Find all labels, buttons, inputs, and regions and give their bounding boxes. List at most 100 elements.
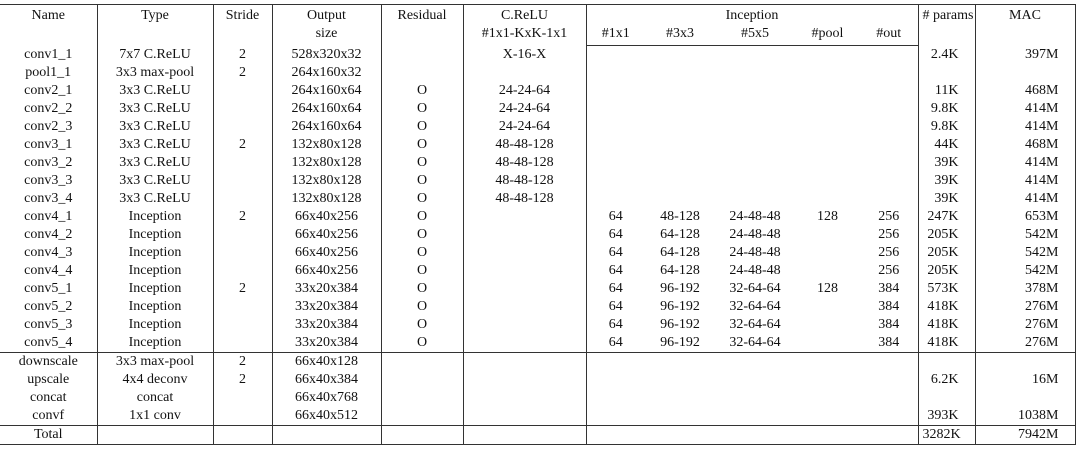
table-row: pool1_1 3x3 max-pool 2 264x160x32 xyxy=(0,64,1076,82)
table-cell: 205K xyxy=(918,262,976,280)
table-cell: 264x160x32 xyxy=(272,64,382,82)
table-cell: 2 xyxy=(213,45,273,64)
table-row: downscale 3x3 max-pool 2 66x40x128 xyxy=(0,352,1076,372)
column-header: # params xyxy=(918,4,976,46)
table-row: conv3_1 3x3 C.ReLU 2 132x80x128 O 48-48-128 44… xyxy=(0,136,1076,154)
table-cell xyxy=(645,371,715,389)
table-cell xyxy=(463,280,587,298)
table-cell xyxy=(213,244,273,262)
table-cell xyxy=(715,371,795,389)
sub-header: #1x1 xyxy=(586,25,645,46)
table-cell: 132x80x128 xyxy=(272,136,382,154)
table-cell: 384 xyxy=(860,280,919,298)
table-row: upscale 4x4 deconv 2 66x40x384 6.2K 16M xyxy=(0,371,1076,389)
table-cell: 2 xyxy=(213,64,273,82)
table-cell xyxy=(213,389,273,407)
table-cell: 3x3 C.ReLU xyxy=(97,136,214,154)
table-cell: 64-128 xyxy=(660,245,700,260)
architecture-table: Name Type Stride Output size Residual C.ReLU #1… xyxy=(0,4,1076,445)
column-header: Stride xyxy=(213,4,273,46)
table-cell: 542M xyxy=(975,226,1076,244)
table-cell xyxy=(213,154,273,172)
table-cell: 66x40x384 xyxy=(272,371,382,389)
table-row: conv1_1 7x7 C.ReLU 2 528x320x32 X-16-X 2.4K 39… xyxy=(0,45,1076,65)
table-cell xyxy=(795,172,860,190)
table-cell xyxy=(645,46,715,65)
table-cell xyxy=(586,82,645,100)
table-cell xyxy=(795,190,860,208)
table-cell: 418K xyxy=(918,316,976,334)
table-cell xyxy=(586,353,645,372)
table-cell: 96-192 xyxy=(660,299,700,314)
table-cell: 3x3 max-pool xyxy=(97,64,214,82)
table-cell xyxy=(715,136,795,154)
table-cell xyxy=(213,425,273,445)
table-cell: 6.2K xyxy=(918,371,976,389)
table-cell xyxy=(463,244,587,262)
table-row: conv5_3 Inception 33x20x384 O 64 96-192 32-64-… xyxy=(0,316,1076,334)
table-cell: conv3_4 xyxy=(0,190,98,208)
header-line: Output xyxy=(307,8,346,23)
table-cell xyxy=(715,353,795,372)
table-cell: Inception xyxy=(97,298,214,316)
table-cell xyxy=(213,118,273,136)
table-cell: 132x80x128 xyxy=(272,154,382,172)
table-cell: 276M xyxy=(975,334,1076,353)
table-cell: 2 xyxy=(213,136,273,154)
table-cell: 66x40x128 xyxy=(272,352,382,371)
table-cell xyxy=(860,100,919,118)
table-cell xyxy=(463,64,587,82)
table-cell: 24-24-64 xyxy=(463,82,587,100)
table-cell xyxy=(213,82,273,100)
table-row: conv3_2 3x3 C.ReLU 132x80x128 O 48-48-128 39K… xyxy=(0,154,1076,172)
table-cell: conv5_1 xyxy=(0,280,98,298)
group-header: Inception xyxy=(586,4,919,25)
table-cell xyxy=(213,172,273,190)
table-cell xyxy=(860,407,919,426)
table-cell: 64 xyxy=(608,263,623,278)
table-cell: 247K xyxy=(918,208,976,226)
table-cell: O xyxy=(381,334,464,353)
table-cell: 64 xyxy=(586,334,645,353)
table-cell: conv4_3 xyxy=(0,244,98,262)
table-cell xyxy=(715,190,795,208)
table-cell xyxy=(645,118,715,136)
table-cell xyxy=(795,353,860,372)
table-cell: 33x20x384 xyxy=(272,316,382,334)
table-cell xyxy=(213,316,273,334)
table-cell: Total xyxy=(0,425,98,445)
table-cell: 64 xyxy=(608,281,623,296)
table-cell xyxy=(381,371,464,389)
table-cell: 64 xyxy=(608,317,623,332)
table-cell xyxy=(586,64,645,82)
table-cell xyxy=(975,352,1076,371)
table-cell: 96-192 xyxy=(660,281,700,296)
table-cell xyxy=(715,82,795,100)
table-cell: 33x20x384 xyxy=(272,298,382,316)
table-cell xyxy=(381,64,464,82)
table-cell: 7x7 C.ReLU xyxy=(97,45,214,64)
table-cell: O xyxy=(381,118,464,136)
table-cell: 39K xyxy=(918,172,976,190)
table-cell xyxy=(715,118,795,136)
table-cell: 3x3 C.ReLU xyxy=(97,172,214,190)
table-cell xyxy=(795,316,860,334)
table-cell xyxy=(860,371,919,389)
table-cell: 132x80x128 xyxy=(272,172,382,190)
column-header: Type xyxy=(97,4,214,46)
table-cell xyxy=(715,46,795,65)
table-cell: Inception xyxy=(97,226,214,244)
table-cell xyxy=(715,389,795,407)
table-cell: 24-24-64 xyxy=(463,118,587,136)
table-cell: 414M xyxy=(975,154,1076,172)
table-cell: 96-192 xyxy=(645,334,715,353)
table-cell: downscale xyxy=(0,352,98,371)
table-cell: Inception xyxy=(97,208,214,226)
table-cell xyxy=(645,353,715,372)
table-cell xyxy=(645,425,715,445)
table-cell: 16M xyxy=(975,371,1076,389)
table-cell: 39K xyxy=(918,190,976,208)
table-cell xyxy=(860,172,919,190)
table-row: conv5_4 Inception 33x20x384 O 64 96-192 32-64-… xyxy=(0,334,1076,353)
table-cell xyxy=(860,45,919,64)
